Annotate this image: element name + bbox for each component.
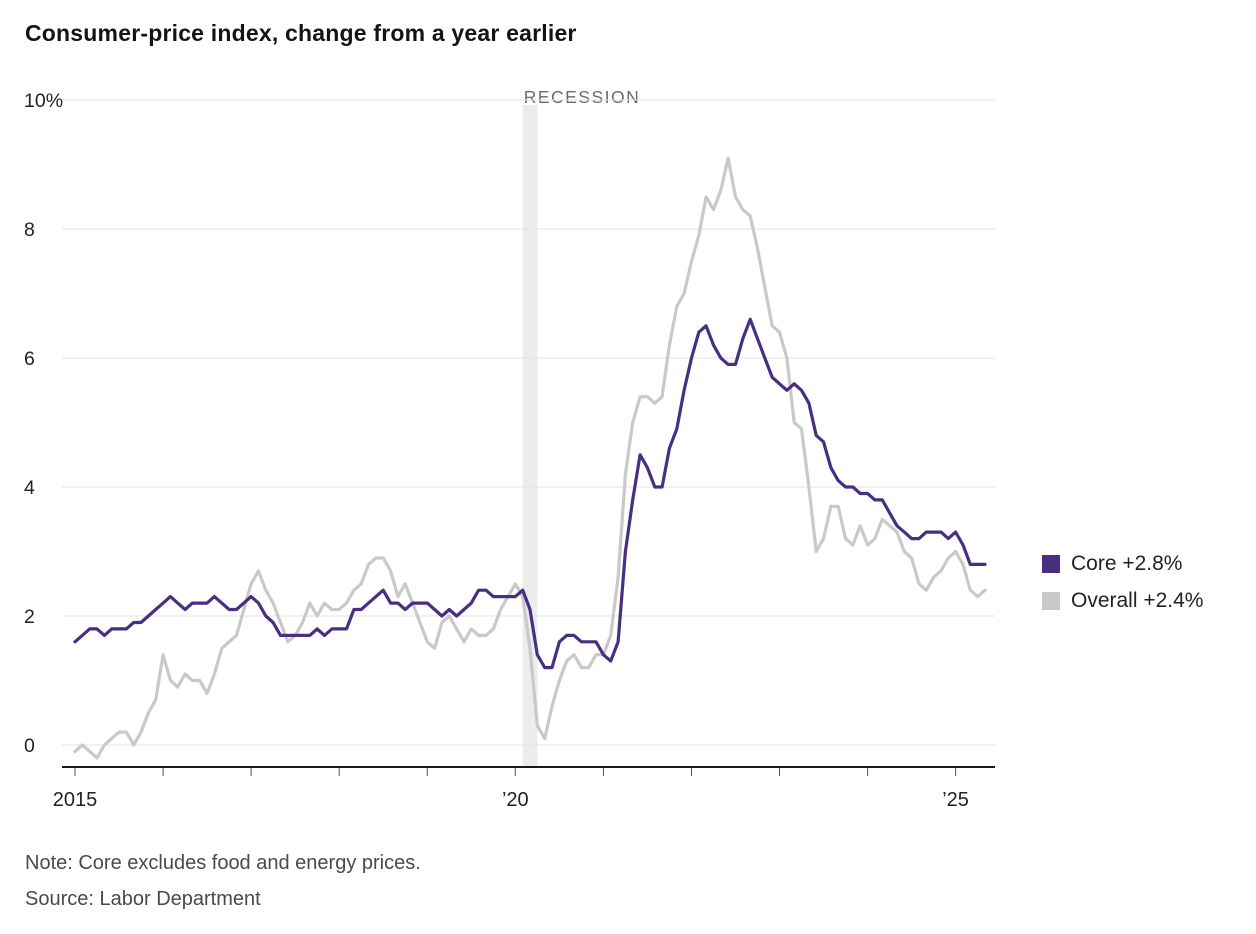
chart-title: Consumer-price index, change from a year…: [25, 20, 577, 46]
legend-item-overall: Overall +2.4%: [1042, 589, 1203, 613]
legend-label-overall: Overall +2.4%: [1071, 589, 1204, 612]
legend-item-core: Core +2.8%: [1042, 552, 1203, 576]
x-axis-label: ’25: [942, 789, 969, 811]
chart-legend: Core +2.8% Overall +2.4%: [1042, 552, 1203, 626]
y-axis-label: 6: [24, 348, 35, 370]
core-line: [73, 317, 987, 670]
overall-line: [73, 156, 987, 760]
chart-source: Source: Labor Department: [25, 888, 261, 910]
core-swatch-icon: [1042, 555, 1060, 573]
overall-swatch-icon: [1042, 592, 1060, 610]
recession-label: RECESSION: [524, 87, 641, 107]
legend-label-core: Core +2.8%: [1071, 552, 1183, 575]
y-axis-label: 2: [24, 606, 35, 628]
x-axis-label: ’20: [502, 789, 529, 811]
cpi-line-chart: RECESSION 0 2 4 6 8 10% 2015 ’20 ’25: [24, 87, 995, 811]
y-axis-label: 8: [24, 219, 35, 241]
chart-note: Note: Core excludes food and energy pric…: [25, 852, 421, 874]
y-axis-label: 0: [24, 735, 35, 757]
recession-band: [522, 105, 538, 767]
y-axis-label: 10%: [24, 90, 63, 112]
x-axis-label: 2015: [53, 789, 98, 811]
y-axis-label: 4: [24, 477, 35, 499]
